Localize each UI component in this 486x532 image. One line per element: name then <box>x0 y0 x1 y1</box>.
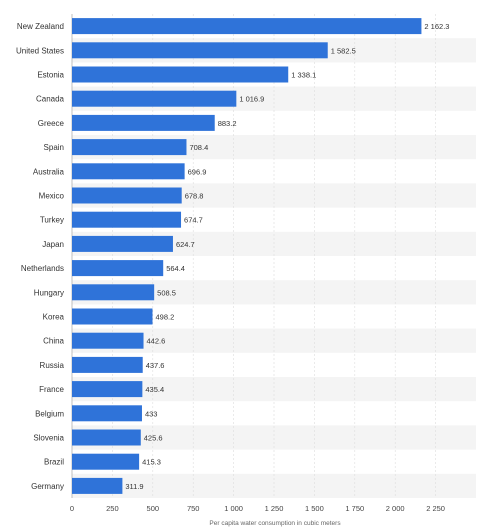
x-tick-label: 250 <box>106 504 119 513</box>
bar-france[interactable] <box>72 381 143 398</box>
value-label: 678.8 <box>185 192 204 201</box>
value-label: 883.2 <box>218 119 237 128</box>
category-label: France <box>39 385 64 394</box>
bar-canada[interactable] <box>72 90 237 107</box>
value-label: 1 582.5 <box>331 46 356 55</box>
value-label: 433 <box>145 409 158 418</box>
bar-slovenia[interactable] <box>72 429 141 446</box>
category-label: Russia <box>40 361 65 370</box>
category-label: Estonia <box>37 71 64 80</box>
bar-greece[interactable] <box>72 114 215 131</box>
value-label: 425.6 <box>144 434 163 443</box>
x-tick-label: 2 000 <box>386 504 405 513</box>
value-label: 1 338.1 <box>291 71 316 80</box>
row-stripe <box>72 473 476 498</box>
value-label: 564.4 <box>166 264 185 273</box>
category-label: Hungary <box>34 288 64 297</box>
x-tick-label: 1 750 <box>345 504 364 513</box>
bar-spain[interactable] <box>72 139 187 156</box>
value-label: 2 162.3 <box>424 22 449 31</box>
value-label: 624.7 <box>176 240 195 249</box>
bar-turkey[interactable] <box>72 211 182 228</box>
bar-mexico[interactable] <box>72 187 182 204</box>
value-label: 435.4 <box>145 385 164 394</box>
category-label: Belgium <box>35 409 64 418</box>
category-label: United States <box>16 46 64 55</box>
x-tick-label: 0 <box>70 504 74 513</box>
bar-brazil[interactable] <box>72 453 140 470</box>
x-axis-title: Per capita water consumption in cubic me… <box>209 520 341 527</box>
value-label: 498.2 <box>156 313 175 322</box>
bar-japan[interactable] <box>72 235 173 252</box>
bar-germany[interactable] <box>72 477 123 494</box>
category-label: Canada <box>36 95 65 104</box>
bar-hungary[interactable] <box>72 284 155 301</box>
category-label: Slovenia <box>33 434 64 443</box>
bar-new-zealand[interactable] <box>72 18 422 35</box>
category-label: Netherlands <box>21 264 64 273</box>
bar-estonia[interactable] <box>72 66 289 83</box>
value-label: 708.4 <box>189 143 208 152</box>
category-label: Japan <box>42 240 64 249</box>
value-label: 437.6 <box>146 361 165 370</box>
category-label: Brazil <box>44 458 64 467</box>
bar-united-states[interactable] <box>72 42 328 59</box>
bar-korea[interactable] <box>72 308 153 325</box>
x-tick-label: 1 500 <box>305 504 324 513</box>
bar-netherlands[interactable] <box>72 260 164 277</box>
x-tick-label: 500 <box>147 504 160 513</box>
value-label: 696.9 <box>188 167 207 176</box>
category-label: China <box>43 337 64 346</box>
value-label: 508.5 <box>157 288 176 297</box>
bar-australia[interactable] <box>72 163 185 180</box>
value-label: 415.3 <box>142 458 161 467</box>
value-label: 674.7 <box>184 216 203 225</box>
category-label: Mexico <box>39 192 65 201</box>
category-label: Germany <box>31 482 64 491</box>
value-label: 311.9 <box>125 482 143 491</box>
category-label: New Zealand <box>17 22 64 31</box>
category-label: Australia <box>33 167 65 176</box>
category-label: Turkey <box>40 216 64 225</box>
value-label: 1 016.9 <box>239 95 264 104</box>
x-tick-label: 1 250 <box>265 504 284 513</box>
category-label: Korea <box>43 313 65 322</box>
x-tick-label: 1 000 <box>224 504 243 513</box>
bar-russia[interactable] <box>72 356 143 373</box>
value-label: 442.6 <box>147 337 166 346</box>
bar-belgium[interactable] <box>72 405 142 422</box>
x-tick-label: 2 250 <box>426 504 445 513</box>
category-label: Greece <box>38 119 65 128</box>
category-label: Spain <box>44 143 64 152</box>
bar-china[interactable] <box>72 332 144 349</box>
x-tick-label: 750 <box>187 504 200 513</box>
